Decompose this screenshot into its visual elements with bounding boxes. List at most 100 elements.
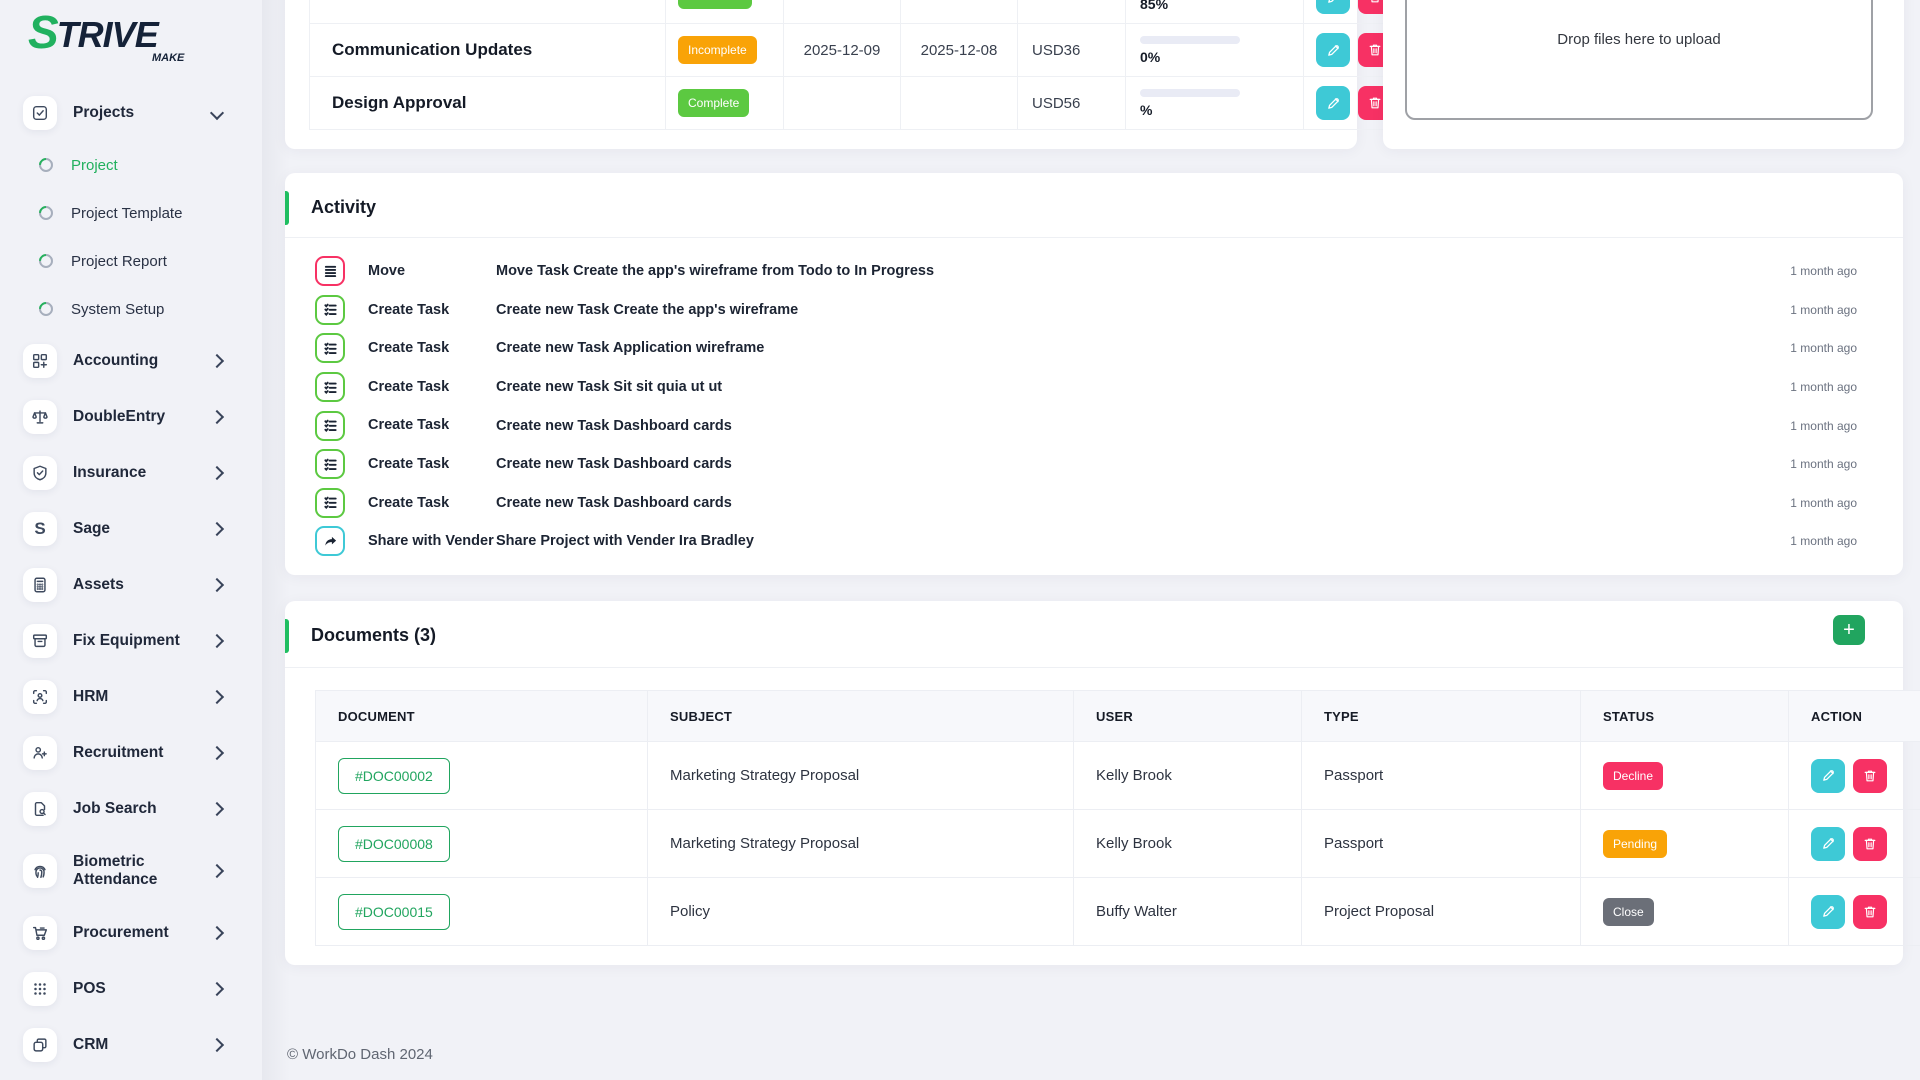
- file-dropzone[interactable]: Drop files here to upload: [1405, 0, 1873, 120]
- sidebar-item-pos[interactable]: POS: [0, 961, 262, 1017]
- activity-item: Create Task Create new Task Sit sit quia…: [315, 368, 1857, 407]
- task-list-icon: [315, 487, 345, 518]
- activity-item: Move Move Task Create the app's wirefram…: [315, 252, 1857, 291]
- activity-type: Create Task: [368, 340, 450, 357]
- activity-card: Activity Move Move Task Create the app's…: [285, 173, 1903, 575]
- activity-description: Create new Task Dashboard cards: [496, 417, 732, 434]
- delete-button[interactable]: [1853, 826, 1887, 861]
- column-header: STATUS: [1580, 690, 1789, 742]
- status-badge: Incomplete: [678, 36, 757, 64]
- donut-icon: [36, 251, 56, 271]
- app-logo[interactable]: S TRIVE MAKE: [0, 0, 262, 85]
- delete-button[interactable]: [1853, 894, 1887, 929]
- chevron-right-icon: [209, 689, 225, 705]
- sidebar-item-label: Assets: [73, 576, 124, 594]
- sidebar-item-project-report[interactable]: Project Report: [0, 237, 262, 285]
- divider: [285, 237, 1903, 238]
- edit-button[interactable]: [1811, 758, 1845, 793]
- activity-type: Share with Vender: [368, 533, 494, 550]
- document-user: Kelly Brook: [1073, 809, 1302, 878]
- chevron-down-icon: [209, 105, 225, 121]
- document-type: Project Proposal: [1301, 877, 1581, 946]
- progress-bar: [1140, 88, 1240, 97]
- logo-text: TRIVE: [56, 14, 159, 56]
- task-list-icon: [315, 410, 345, 441]
- activity-description: Create new Task Dashboard cards: [496, 456, 732, 473]
- sidebar-item-crm[interactable]: CRM: [0, 1017, 262, 1073]
- sidebar-item-doubleentry[interactable]: DoubleEntry: [0, 389, 262, 445]
- milestone-start-date: 2025-12-09: [783, 23, 901, 77]
- check-square-icon: [23, 96, 57, 130]
- chevron-right-icon: [209, 353, 225, 369]
- sidebar-item-system-setup[interactable]: System Setup: [0, 285, 262, 333]
- milestone-start-date: [783, 76, 901, 130]
- section-title: Documents (3): [311, 625, 437, 645]
- sidebar-item-fix-equipment[interactable]: Fix Equipment: [0, 613, 262, 669]
- section-accent-bar: [285, 191, 289, 225]
- status-badge: Decline: [1603, 761, 1664, 790]
- edit-button[interactable]: [1316, 86, 1350, 120]
- sidebar-item-biometric-attendance[interactable]: Biometric Attendance: [0, 837, 262, 905]
- shield-check-icon: [23, 456, 57, 490]
- activity-type: Create Task: [368, 417, 450, 434]
- sidebar-item-assets[interactable]: Assets: [0, 557, 262, 613]
- activity-item: Share with Vender Share Project with Ven…: [315, 522, 1857, 561]
- move-icon: [315, 256, 345, 287]
- sidebar-item-projects[interactable]: Projects: [0, 85, 262, 141]
- donut-icon: [36, 203, 56, 223]
- chevron-right-icon: [209, 801, 225, 817]
- activity-description: Create new Task Sit sit quia ut ut: [496, 379, 723, 396]
- documents-card: Documents (3) + DOCUMENT SUBJECT USER TY…: [285, 601, 1920, 965]
- task-list-icon: [315, 333, 345, 364]
- scales-icon: [23, 400, 57, 434]
- edit-button[interactable]: [1316, 0, 1350, 14]
- add-document-button[interactable]: +: [1833, 615, 1865, 645]
- activity-timestamp: 1 month ago: [1790, 302, 1857, 317]
- status-badge: Pending: [1603, 829, 1668, 858]
- document-id-button[interactable]: #DOC00002: [338, 757, 450, 794]
- sidebar-item-procurement[interactable]: Procurement: [0, 905, 262, 961]
- document-id-button[interactable]: #DOC00008: [338, 825, 450, 862]
- sidebar-item-hrm[interactable]: HRM: [0, 669, 262, 725]
- progress-label: %: [1140, 101, 1153, 118]
- activity-timestamp: 1 month ago: [1790, 534, 1857, 549]
- table-row: Design Approval Complete USD56 %: [309, 76, 1424, 130]
- document-id-button[interactable]: #DOC00015: [338, 893, 450, 930]
- column-header: DOCUMENT: [315, 690, 648, 742]
- sidebar-item-recruitment[interactable]: Recruitment: [0, 725, 262, 781]
- table-row: #DOC00008 Marketing Strategy Proposal Ke…: [315, 809, 1920, 878]
- sidebar-item-sage[interactable]: S Sage: [0, 501, 262, 557]
- sidebar-item-insurance[interactable]: Insurance: [0, 445, 262, 501]
- sidebar: S TRIVE MAKE Projects Project Project Tem…: [0, 0, 290, 1080]
- activity-type: Create Task: [368, 455, 450, 472]
- grid-plus-icon: [23, 344, 57, 378]
- sidebar-item-project[interactable]: Project: [0, 141, 262, 189]
- sidebar-item-project-template[interactable]: Project Template: [0, 189, 262, 237]
- progress-label: 85%: [1140, 0, 1169, 12]
- sidebar-item-label: Procurement: [73, 924, 169, 942]
- milestone-name: Communication Updates: [309, 23, 666, 77]
- edit-button[interactable]: [1811, 894, 1845, 929]
- sidebar-subitem-label: Project: [71, 156, 118, 174]
- sidebar-item-job-search[interactable]: Job Search: [0, 781, 262, 837]
- footer-copyright: © WorkDo Dash 2024: [287, 1046, 433, 1063]
- projects-submenu: Project Project Template Project Report …: [0, 141, 262, 333]
- activity-timestamp: 1 month ago: [1790, 418, 1857, 433]
- archive-box-icon: [23, 624, 57, 658]
- activity-item: Create Task Create new Task Dashboard ca…: [315, 445, 1857, 484]
- activity-description: Move Task Create the app's wireframe fro…: [496, 263, 935, 280]
- document-user: Kelly Brook: [1073, 741, 1302, 810]
- edit-button[interactable]: [1316, 33, 1350, 67]
- overlap-squares-icon: [23, 1028, 57, 1062]
- status-badge: Close: [1603, 897, 1654, 926]
- activity-description: Create new Task Dashboard cards: [496, 494, 732, 511]
- task-list-icon: [315, 372, 345, 403]
- user-plus-icon: [23, 736, 57, 770]
- milestones-table: 85% Communication Updates Incomplete 202…: [309, 0, 1424, 130]
- edit-button[interactable]: [1811, 826, 1845, 861]
- task-list-icon: [315, 449, 345, 480]
- milestones-card: 85% Communication Updates Incomplete 202…: [285, 0, 1424, 149]
- activity-description: Share Project with Vender Ira Bradley: [496, 533, 754, 550]
- sidebar-item-accounting[interactable]: Accounting: [0, 333, 262, 389]
- delete-button[interactable]: [1853, 758, 1887, 793]
